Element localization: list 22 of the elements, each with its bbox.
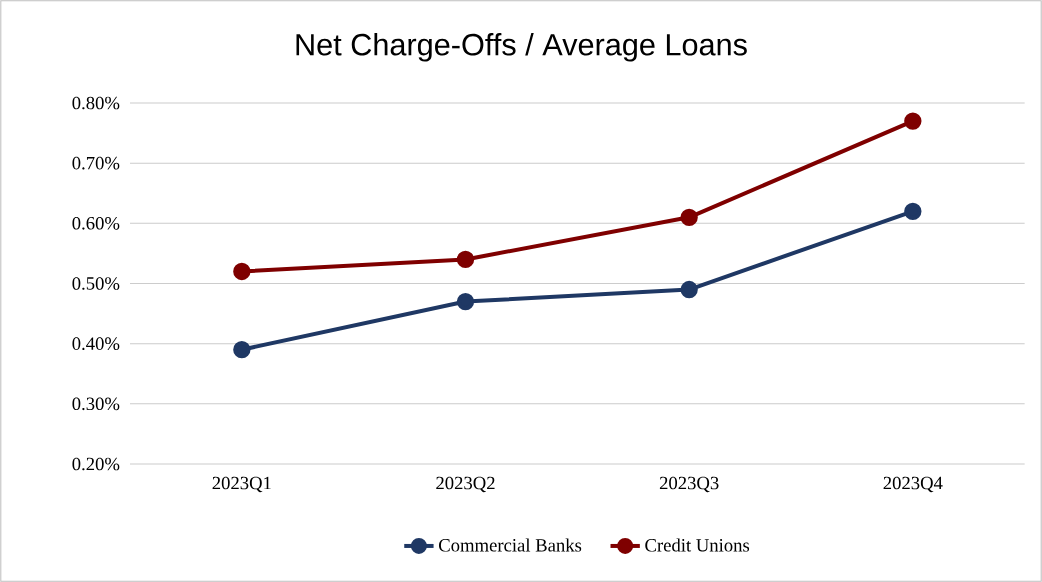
point (233, 262, 251, 281)
point (233, 341, 251, 359)
x-tick-label: 2023Q1 (212, 476, 271, 493)
point (456, 250, 475, 269)
point (904, 202, 922, 220)
point (904, 112, 922, 130)
y-tick-label: 0.20% (72, 457, 120, 471)
y-tick-label: 0.30% (72, 397, 120, 411)
x-tick-label: 2023Q2 (436, 476, 495, 493)
y-tick-label: 0.80% (72, 96, 120, 110)
chart-title: Net Charge-Offs / Average Loans (296, 33, 747, 62)
legend-label: Commercial Banks (439, 538, 582, 552)
x-tick-label: 2023Q3 (659, 476, 719, 493)
x-tick-label: 2023Q4 (883, 476, 943, 493)
legend-label: Credit Unions (645, 538, 750, 552)
point (680, 280, 698, 299)
point (456, 292, 475, 311)
y-tick-label: 0.50% (72, 277, 120, 290)
point (680, 208, 698, 226)
y-tick-label: 0.60% (72, 216, 120, 230)
y-tick-label: 0.40% (72, 337, 120, 351)
y-tick-label: 0.70% (72, 156, 120, 170)
